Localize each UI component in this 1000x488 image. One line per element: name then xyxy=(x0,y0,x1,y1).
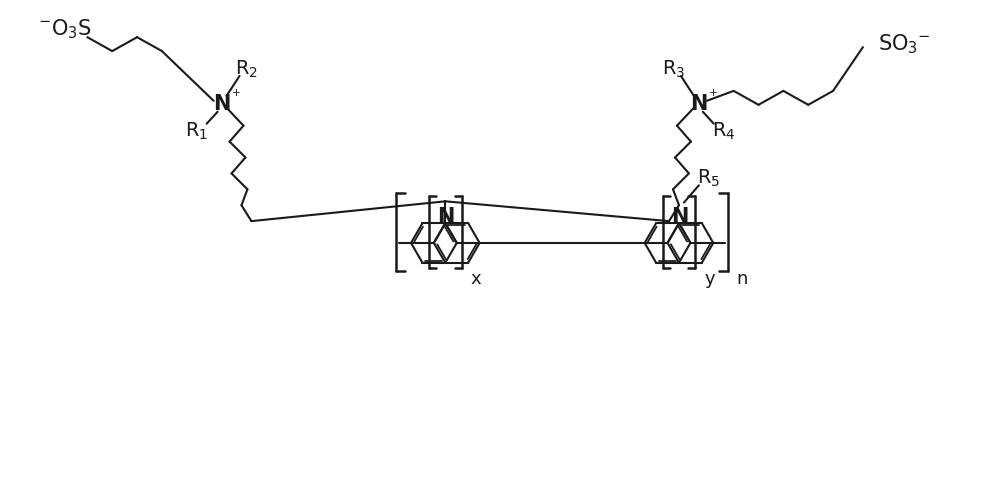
Text: $^+$: $^+$ xyxy=(229,88,241,103)
Text: $^+$: $^+$ xyxy=(706,88,718,103)
Text: N: N xyxy=(671,207,689,227)
Text: R$_2$: R$_2$ xyxy=(235,59,258,80)
Text: x: x xyxy=(471,270,481,288)
Text: y: y xyxy=(704,270,715,288)
Text: R$_4$: R$_4$ xyxy=(712,121,736,142)
Text: SO$_3$$^{-}$: SO$_3$$^{-}$ xyxy=(878,32,931,56)
Text: R$_5$: R$_5$ xyxy=(697,168,720,189)
Text: N: N xyxy=(690,94,708,114)
Text: N: N xyxy=(438,207,455,227)
Text: n: n xyxy=(736,270,748,288)
Text: $^{-}$O$_3$S: $^{-}$O$_3$S xyxy=(38,18,91,41)
Text: R$_1$: R$_1$ xyxy=(185,121,208,142)
Text: R$_3$: R$_3$ xyxy=(662,59,686,80)
Text: N: N xyxy=(213,94,230,114)
